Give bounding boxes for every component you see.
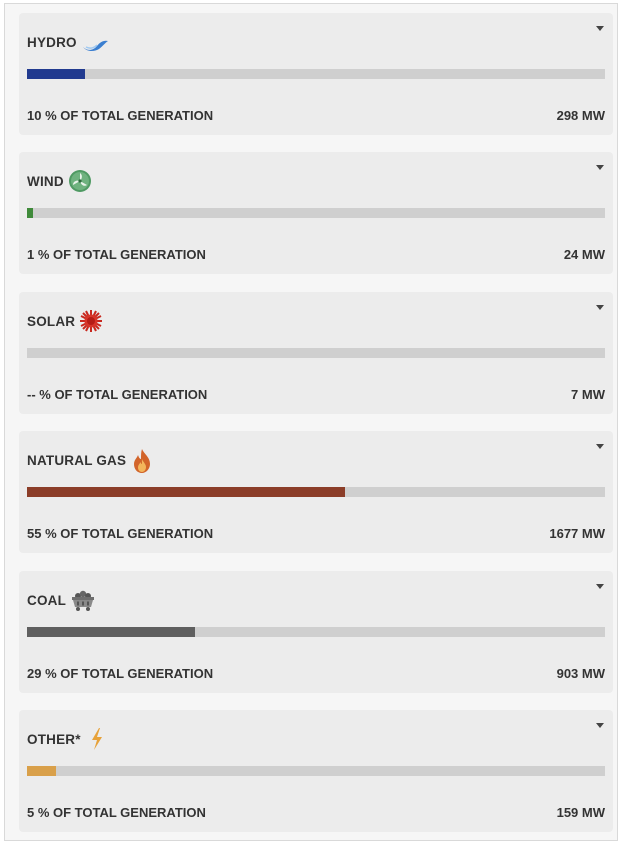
source-title: HYDRO xyxy=(27,34,77,50)
share-bar-fill xyxy=(27,766,56,776)
share-bar xyxy=(27,766,605,776)
card-header: WIND xyxy=(27,169,92,193)
expand-caret-icon[interactable] xyxy=(596,444,604,449)
share-bar-fill xyxy=(27,627,195,637)
mw-value: 1677 MW xyxy=(549,526,605,541)
share-label: 29 % OF TOTAL GENERATION xyxy=(27,666,214,681)
card-header: HYDRO xyxy=(27,30,108,54)
share-label: 55 % OF TOTAL GENERATION xyxy=(27,526,214,541)
mw-value: 159 MW xyxy=(556,805,605,820)
coal-cart-icon xyxy=(70,588,95,612)
water-wave-icon xyxy=(81,30,108,54)
generation-panel: HYDRO 10 % OF TOTAL GENERATION 298 MW WI… xyxy=(4,3,618,841)
mw-value: 903 MW xyxy=(556,666,605,681)
mw-value: 24 MW xyxy=(563,247,605,262)
share-bar xyxy=(27,69,605,79)
source-title: SOLAR xyxy=(27,313,76,329)
sun-icon xyxy=(79,309,103,333)
share-label: 10 % OF TOTAL GENERATION xyxy=(27,108,214,123)
card-header: SOLAR xyxy=(27,309,103,333)
expand-caret-icon[interactable] xyxy=(596,584,604,589)
share-bar-fill xyxy=(27,208,33,218)
source-card-natural-gas: NATURAL GAS 55 % OF TOTAL GENERATION 167… xyxy=(19,431,613,553)
source-title: NATURAL GAS xyxy=(27,452,127,468)
share-bar-fill xyxy=(27,487,345,497)
source-card-hydro: HYDRO 10 % OF TOTAL GENERATION 298 MW xyxy=(19,13,613,135)
source-card-coal: COAL 29 % OF TOTAL GENERATI xyxy=(19,571,613,693)
share-label: 5 % OF TOTAL GENERATION xyxy=(27,805,206,820)
flame-icon xyxy=(130,448,154,473)
expand-caret-icon[interactable] xyxy=(596,305,604,310)
share-bar xyxy=(27,627,605,637)
card-header: OTHER* xyxy=(27,727,109,751)
card-header: COAL xyxy=(27,588,95,612)
expand-caret-icon[interactable] xyxy=(596,723,604,728)
expand-caret-icon[interactable] xyxy=(596,165,604,170)
source-card-wind: WIND 1 % OF TOTAL GENERATION 24 MW xyxy=(19,152,613,274)
share-bar xyxy=(27,348,605,358)
mw-value: 298 MW xyxy=(556,108,605,123)
source-title: WIND xyxy=(27,173,64,189)
lightning-bolt-icon xyxy=(85,727,109,751)
share-label: -- % OF TOTAL GENERATION xyxy=(27,387,208,402)
share-bar xyxy=(27,208,605,218)
source-title: OTHER* xyxy=(27,731,81,747)
source-title: COAL xyxy=(27,592,67,608)
mw-value: 7 MW xyxy=(571,387,605,402)
share-bar-fill xyxy=(27,69,85,79)
expand-caret-icon[interactable] xyxy=(596,26,604,31)
card-header: NATURAL GAS xyxy=(27,448,154,473)
wind-turbine-icon xyxy=(68,169,92,193)
source-card-solar: SOLAR xyxy=(19,292,613,414)
share-bar xyxy=(27,487,605,497)
share-label: 1 % OF TOTAL GENERATION xyxy=(27,247,206,262)
source-card-other: OTHER* 5 % OF TOTAL GENERATION 159 MW xyxy=(19,710,613,832)
